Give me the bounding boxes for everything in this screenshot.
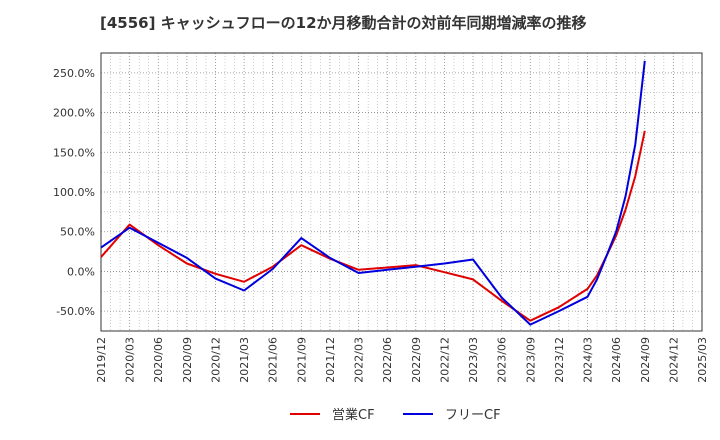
plot-border — [100, 52, 703, 332]
x-tick-label: 2022/03 — [353, 337, 366, 383]
x-tick-label: 2020/12 — [209, 337, 222, 383]
y-tick-label: 250.0% — [53, 67, 95, 80]
series-line-free-cf — [100, 60, 646, 326]
y-tick-label: 200.0% — [53, 107, 95, 120]
y-tick-label: -50.0% — [56, 305, 95, 318]
chart-title: [4556] キャッシュフローの12か月移動合計の対前年同期増減率の推移 — [100, 14, 587, 32]
x-tick-label: 2021/12 — [324, 337, 337, 383]
x-tick-label: 2023/03 — [467, 337, 480, 383]
x-tick-label: 2024/03 — [582, 337, 595, 383]
x-tick-label: 2022/06 — [381, 337, 394, 383]
x-tick-label: 2020/09 — [181, 337, 194, 383]
x-tick-label: 2025/03 — [696, 337, 709, 383]
y-tick-label: 150.0% — [53, 146, 95, 159]
x-tick-label: 2023/12 — [553, 337, 566, 383]
x-tick-label: 2020/06 — [152, 337, 165, 383]
legend-label: 営業CF — [332, 407, 375, 423]
y-tick-label: 50.0% — [60, 226, 95, 239]
x-tick-label: 2019/12 — [95, 337, 108, 383]
x-tick-label: 2023/06 — [496, 337, 509, 383]
x-tick-label: 2024/12 — [667, 337, 680, 383]
y-tick-label: 0.0% — [67, 265, 95, 278]
x-tick-label: 2021/09 — [295, 337, 308, 383]
x-tick-label: 2022/09 — [410, 337, 423, 383]
x-tick-label: 2020/03 — [124, 337, 137, 383]
x-tick-label: 2024/09 — [639, 337, 652, 383]
x-tick-label: 2022/12 — [438, 337, 451, 383]
x-tick-label: 2021/06 — [267, 337, 280, 383]
x-tick-label: 2023/09 — [524, 337, 537, 383]
y-tick-label: 100.0% — [53, 186, 95, 199]
x-tick-label: 2021/03 — [238, 337, 251, 383]
legend-label: フリーCF — [445, 408, 501, 423]
x-tick-label: 2024/06 — [610, 337, 623, 383]
